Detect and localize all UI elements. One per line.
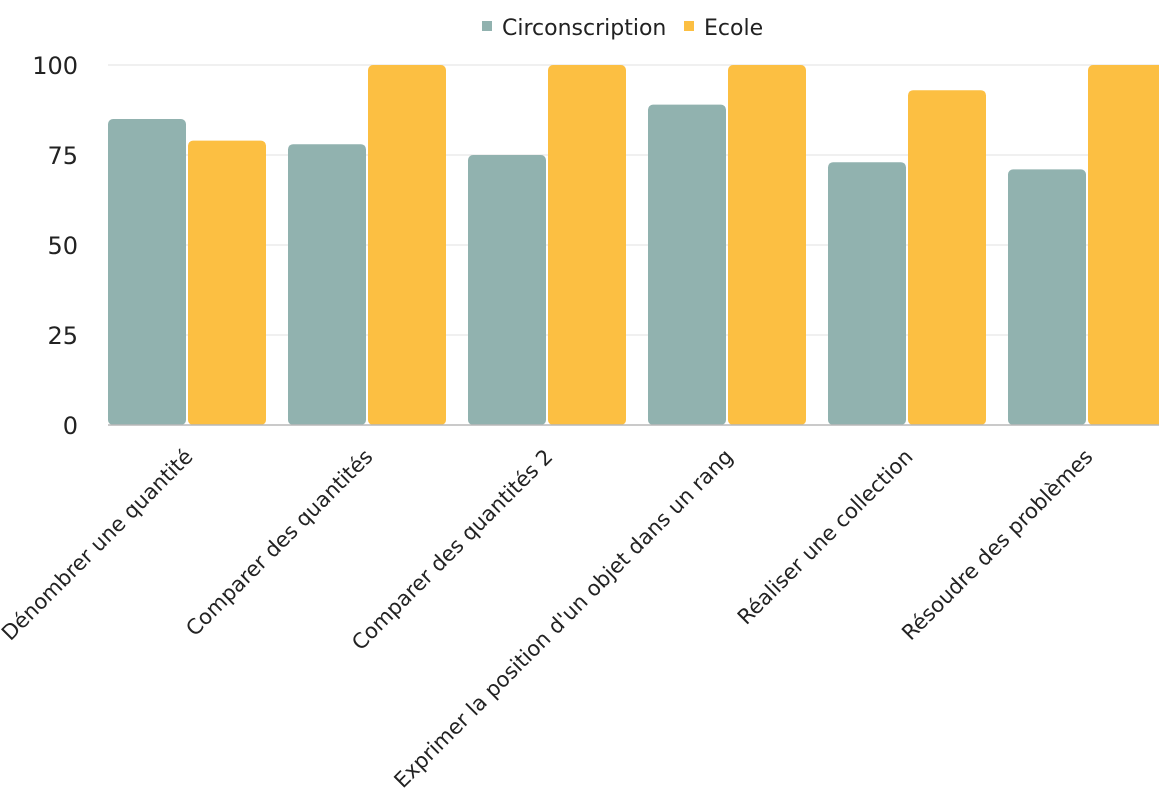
x-tick-label-comparer-des-quantites: Comparer des quantités xyxy=(181,445,377,641)
legend-label-circonscription: Circonscription xyxy=(502,16,666,41)
bar-circonscription-realiser-une-collection xyxy=(828,162,906,425)
y-axis-ticks: 0 25 50 75 100 xyxy=(32,52,78,440)
legend: Circonscription Ecole xyxy=(482,16,763,41)
bar-ecole-comparer-des-quantites xyxy=(368,65,446,425)
x-tick-label-exprimer-la-position-d-un-objet-dans-un-rang: Exprimer la position d'un objet dans un … xyxy=(389,445,737,793)
x-tick-label-comparer-des-quantites-2: Comparer des quantités 2 xyxy=(347,445,557,655)
legend-item-circonscription: Circonscription xyxy=(482,16,666,41)
x-tick-label-resoudre-des-problemes: Résoudre des problèmes xyxy=(897,445,1097,645)
bar-group-realiser-une-collection xyxy=(828,90,986,425)
legend-item-ecole: Ecole xyxy=(684,16,763,41)
bar-circonscription-comparer-des-quantites xyxy=(288,144,366,425)
bar-ecole-comparer-des-quantites-2 xyxy=(548,65,626,425)
bars xyxy=(108,65,1159,425)
bar-circonscription-denombrer-une-quantite xyxy=(108,119,186,425)
y-tick-label-100: 100 xyxy=(32,52,78,80)
bar-ecole-exprimer-la-position-d-un-objet-dans-un-rang xyxy=(728,65,806,425)
legend-swatch-ecole xyxy=(684,21,694,31)
bar-circonscription-exprimer-la-position-d-un-objet-dans-un-rang xyxy=(648,104,726,425)
bar-ecole-realiser-une-collection xyxy=(908,90,986,425)
bar-group-exprimer-la-position-d-un-objet-dans-un-rang xyxy=(648,65,806,425)
bar-ecole-denombrer-une-quantite xyxy=(188,140,266,425)
bar-ecole-resoudre-des-problemes xyxy=(1088,65,1159,425)
y-tick-label-0: 0 xyxy=(63,412,78,440)
y-tick-label-75: 75 xyxy=(47,142,78,170)
bar-group-denombrer-une-quantite xyxy=(108,119,266,425)
bar-group-resoudre-des-problemes xyxy=(1008,65,1159,425)
bar-group-comparer-des-quantites xyxy=(288,65,446,425)
bar-group-comparer-des-quantites-2 xyxy=(468,65,626,425)
y-tick-label-25: 25 xyxy=(47,322,78,350)
x-tick-label-denombrer-une-quantite: Dénombrer une quantité xyxy=(0,445,198,646)
y-tick-label-50: 50 xyxy=(47,232,78,260)
legend-label-ecole: Ecole xyxy=(704,16,763,41)
bar-circonscription-comparer-des-quantites-2 xyxy=(468,155,546,425)
bar-circonscription-resoudre-des-problemes xyxy=(1008,169,1086,425)
x-tick-label-realiser-une-collection: Réaliser une collection xyxy=(733,445,918,630)
legend-swatch-circonscription xyxy=(482,21,492,31)
